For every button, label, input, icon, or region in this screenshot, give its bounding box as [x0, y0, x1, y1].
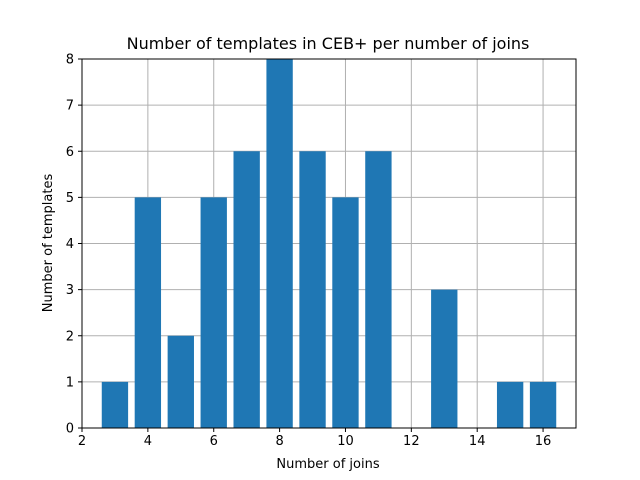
x-tick-label: 4	[144, 434, 152, 449]
bar-7	[233, 151, 260, 428]
bar-16	[529, 381, 557, 428]
bar-10	[332, 197, 359, 428]
x-tick-label: 14	[469, 434, 486, 449]
x-tick-label: 16	[535, 434, 552, 449]
bar-11	[365, 151, 392, 428]
y-tick-label: 2	[66, 329, 74, 344]
y-tick-label: 0	[66, 422, 74, 437]
bar-5	[167, 335, 194, 428]
bar-15	[496, 381, 524, 428]
bar-9	[299, 151, 326, 428]
x-tick-label: 10	[337, 434, 354, 449]
x-tick-label: 12	[403, 434, 420, 449]
y-tick-label: 6	[66, 145, 74, 160]
x-tick-label: 8	[275, 434, 283, 449]
y-tick-label: 4	[66, 237, 74, 252]
bar-6	[200, 197, 227, 428]
bars	[101, 59, 557, 428]
y-tick-label: 7	[66, 99, 74, 114]
x-axis-label: Number of joins	[276, 457, 379, 472]
bar-8	[266, 59, 293, 428]
bar-13	[431, 289, 458, 428]
bar-4	[134, 197, 162, 428]
y-tick-label: 5	[66, 191, 74, 206]
x-tick-label: 2	[78, 434, 86, 449]
bar-3	[101, 381, 129, 428]
y-tick-label: 8	[66, 53, 74, 68]
y-tick-label: 1	[66, 375, 74, 390]
chart-title: Number of templates in CEB+ per number o…	[127, 34, 530, 53]
y-tick-label: 3	[66, 283, 74, 298]
y-axis-label: Number of templates	[41, 174, 56, 313]
x-tick-label: 6	[210, 434, 218, 449]
